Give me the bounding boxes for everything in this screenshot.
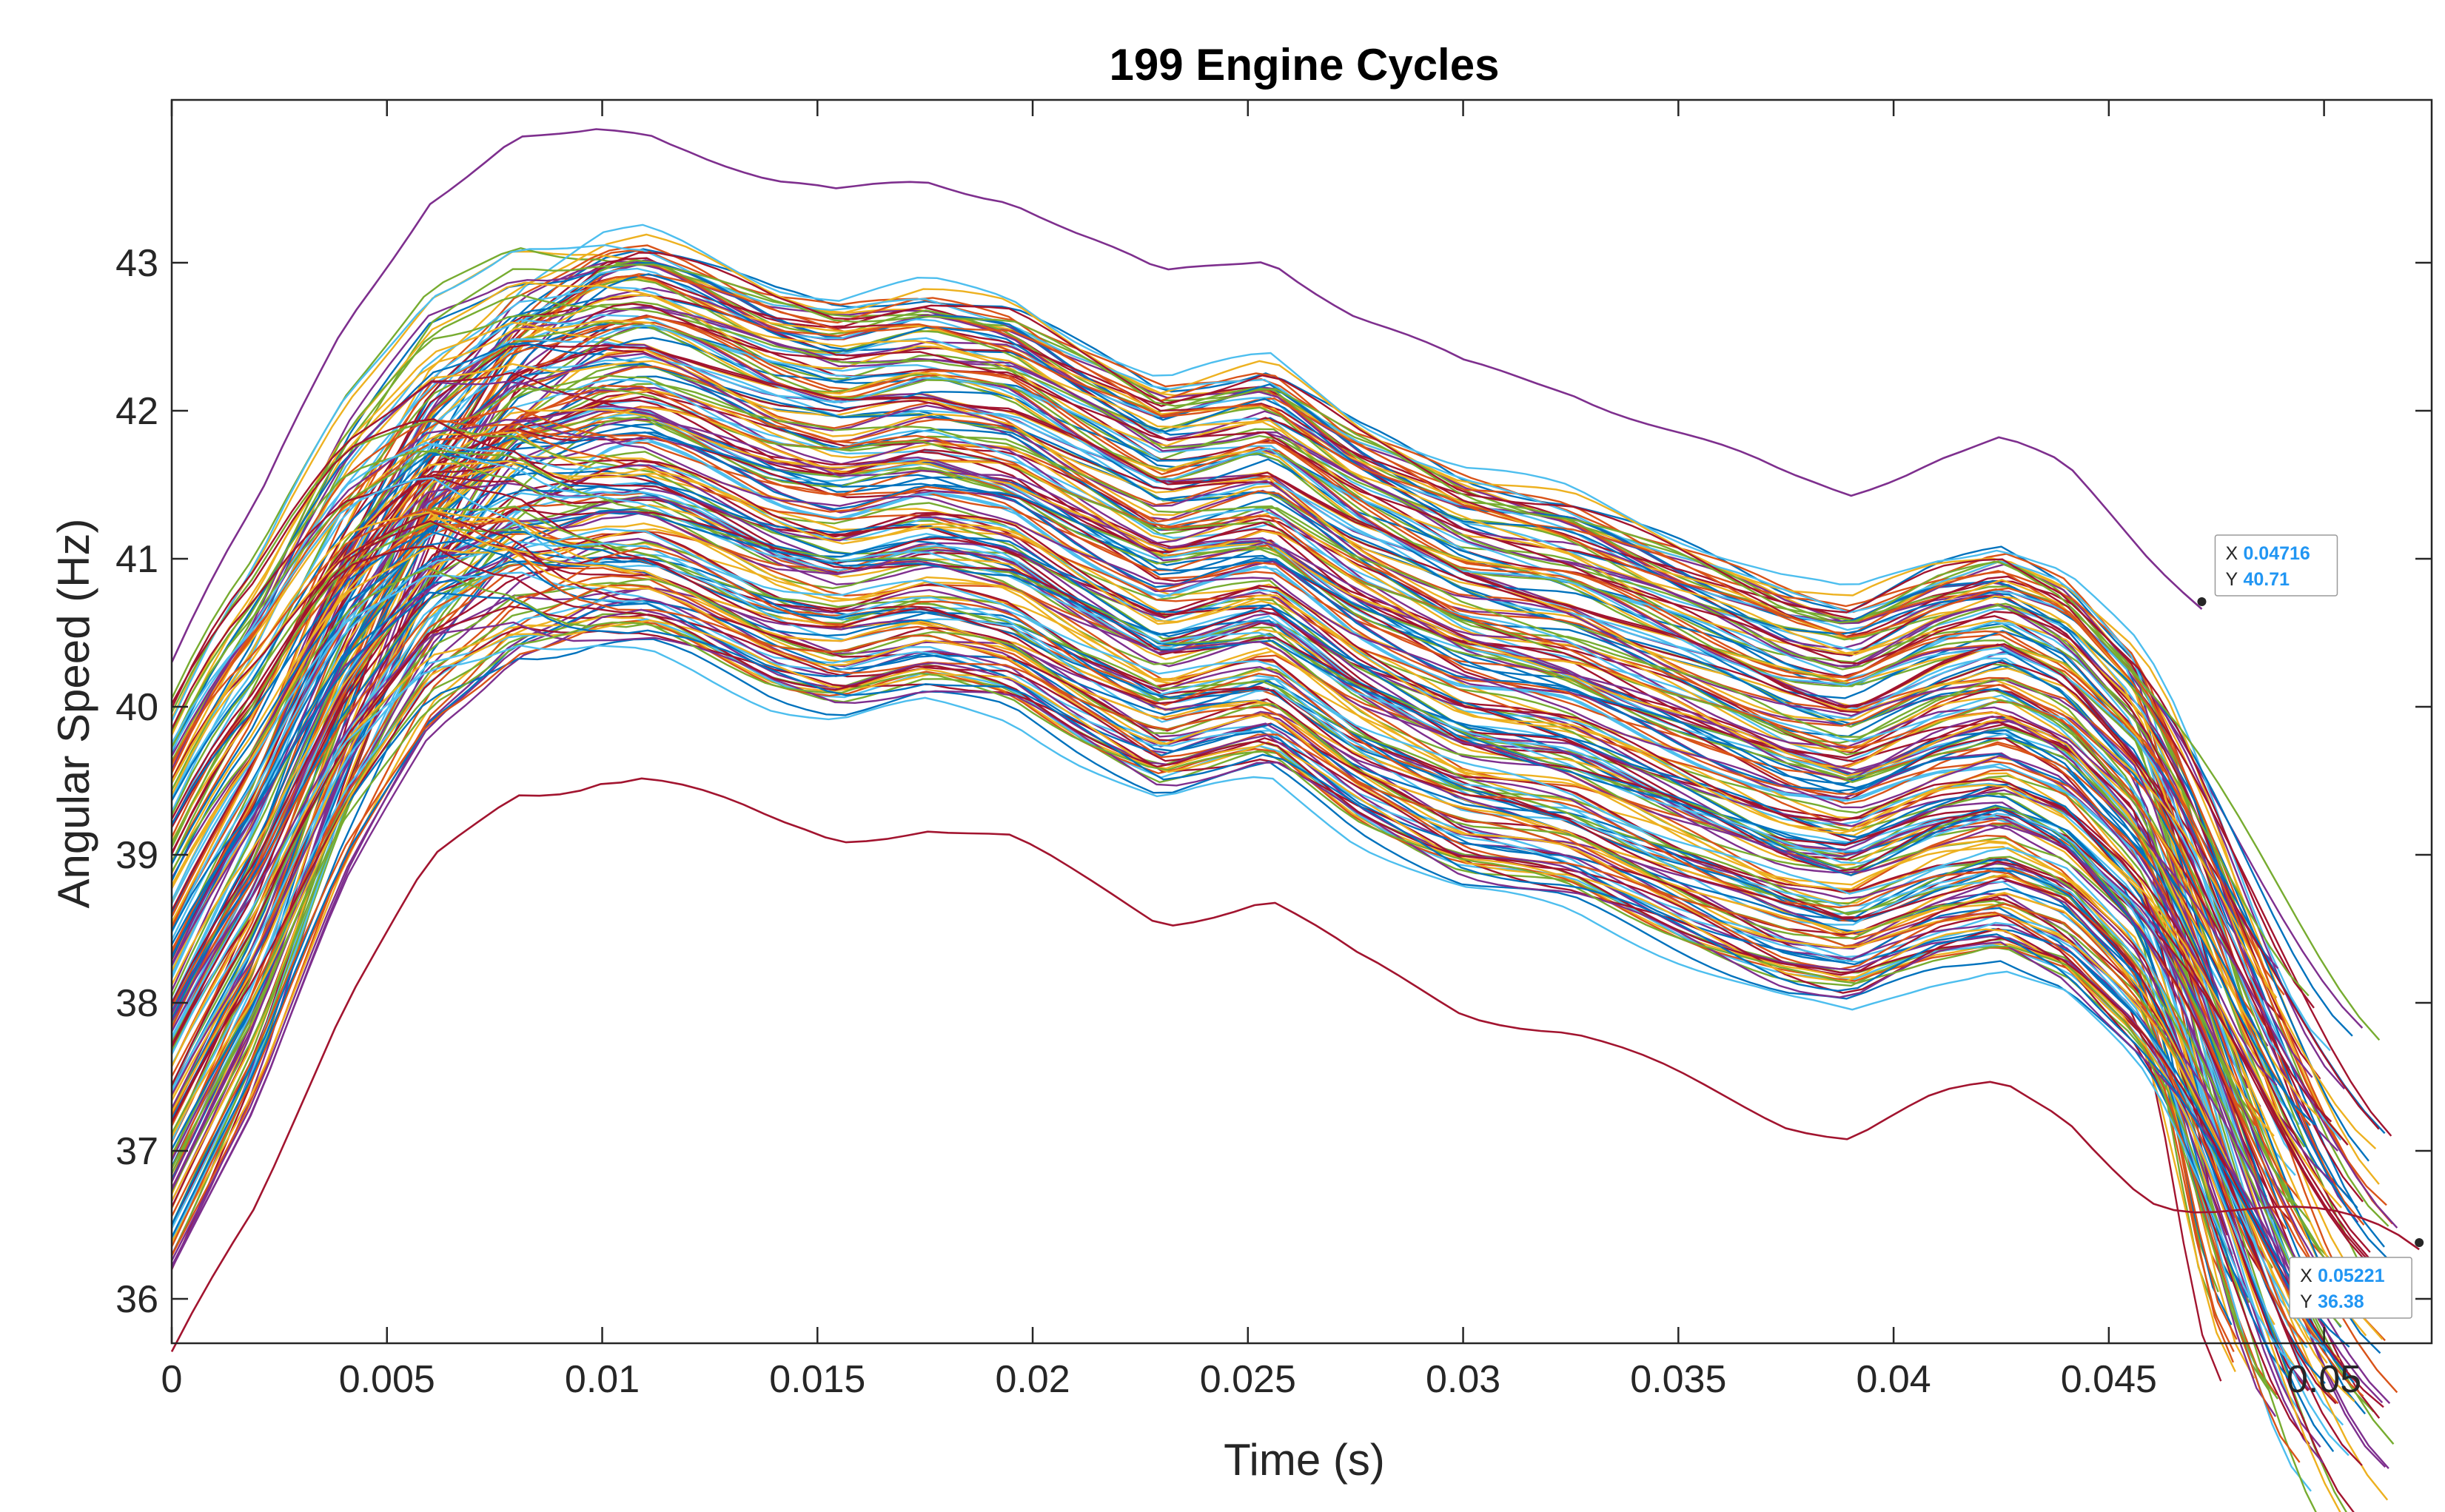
y-axis-label: Angular Speed (Hz) <box>49 519 98 909</box>
series-line <box>170 528 2344 1426</box>
y-tick-label: 37 <box>115 1130 158 1173</box>
series-line-top-cycle <box>170 128 2203 663</box>
datatip-x-key: X <box>2225 543 2238 564</box>
y-tick-label: 40 <box>115 686 158 729</box>
series-line <box>170 431 2342 1328</box>
series-line <box>170 546 2250 1298</box>
datatip-marker[interactable] <box>2197 597 2207 606</box>
datatip-y-key: Y <box>2225 569 2238 590</box>
series-line <box>170 294 2369 1162</box>
y-tick-label: 39 <box>115 834 158 877</box>
series-line <box>170 319 2273 1081</box>
series-line <box>170 263 2381 1041</box>
series-line <box>170 485 2219 1241</box>
series-line <box>170 574 2278 1396</box>
series-line <box>170 378 2276 1189</box>
series-line-bottom-cycle <box>170 777 2420 1353</box>
datatip-box <box>2214 534 2338 597</box>
x-tick-label: 0.035 <box>1630 1358 1726 1401</box>
series-line <box>170 315 2365 1226</box>
series-line <box>170 418 2375 1413</box>
datatip-marker[interactable] <box>2415 1238 2424 1247</box>
y-tick-label: 43 <box>115 242 158 285</box>
y-tick-label: 41 <box>115 538 158 581</box>
datatip[interactable]: X 0.05221 Y 36.38 <box>2289 1238 2424 1319</box>
series-line <box>170 619 2341 1512</box>
series-line <box>170 399 2228 1236</box>
series-line <box>170 303 2283 1270</box>
series-line <box>170 477 2228 1258</box>
datatip-x-value: 0.04716 <box>2243 543 2310 564</box>
series-line <box>170 386 2290 1203</box>
series-line <box>170 470 2255 1246</box>
x-tick-label: 0.05 <box>2287 1358 2361 1401</box>
series-line <box>170 482 2338 1289</box>
x-tick-label: 0.005 <box>339 1358 435 1401</box>
x-tick-label: 0.045 <box>2061 1358 2157 1401</box>
series-line <box>170 587 2391 1405</box>
series-line <box>170 492 2308 1348</box>
datatip-x-key: X <box>2300 1266 2312 1286</box>
series-line <box>170 540 2261 1230</box>
series-line <box>170 530 2335 1453</box>
x-axis-label: Time (s) <box>1224 1435 1385 1485</box>
x-tick-label: 0.03 <box>1426 1358 1500 1401</box>
series-line <box>170 442 2328 1318</box>
series-line <box>170 418 2390 1283</box>
y-tick-label: 42 <box>115 390 158 433</box>
axis-ticks: 0 0.005 0.01 0.015 0.02 0.025 0.03 0.035 0.04 0.0… <box>115 100 2432 1401</box>
datatip-y-key: Y <box>2300 1291 2312 1312</box>
series-line <box>170 584 2364 1397</box>
series-line <box>170 374 2259 1215</box>
series-line <box>170 608 2324 1464</box>
series-line <box>170 619 2301 1463</box>
series-line <box>170 355 2342 1141</box>
series-line <box>170 505 2395 1445</box>
x-tick-label: 0.02 <box>995 1358 1070 1401</box>
series-line <box>170 321 2387 1206</box>
series-line <box>170 418 2334 1183</box>
y-tick-label: 38 <box>115 982 158 1025</box>
series-line <box>170 294 2310 997</box>
chart-title: 199 Engine Cycles <box>1110 40 1500 90</box>
series-line <box>170 352 2249 1089</box>
x-tick-label: 0.01 <box>565 1358 640 1401</box>
series-line <box>170 408 2367 1337</box>
series-line <box>170 337 2289 1192</box>
series-line <box>170 621 2384 1404</box>
series-line <box>170 372 2371 1253</box>
datatip-box <box>2289 1257 2412 1319</box>
axes-box <box>170 98 2433 1345</box>
series-lines <box>170 128 2420 1512</box>
datatip-y-value: 36.38 <box>2318 1291 2364 1312</box>
series-line <box>170 286 2359 1223</box>
x-tick-label: 0 <box>161 1358 183 1401</box>
series-line <box>170 451 2367 1415</box>
x-tick-label: 0.015 <box>769 1358 865 1401</box>
series-line <box>170 348 2332 1123</box>
datatip-y-value: 40.71 <box>2243 569 2290 590</box>
series-line <box>170 644 2298 1370</box>
series-line <box>170 591 2355 1383</box>
series-line <box>170 427 2257 1126</box>
datatip-x-value: 0.05221 <box>2318 1266 2384 1286</box>
y-tick-label: 36 <box>115 1278 158 1321</box>
series-line <box>170 474 2309 1391</box>
series-line <box>170 286 2301 1126</box>
series-line <box>170 511 2355 1402</box>
series-line <box>170 545 2384 1408</box>
series-line <box>170 314 2261 1227</box>
series-line <box>170 281 2219 1005</box>
series-line <box>170 420 2302 1203</box>
x-tick-label: 0.025 <box>1200 1358 1296 1401</box>
series-line <box>170 450 2250 1303</box>
series-line <box>170 602 2350 1348</box>
series-line <box>170 621 2279 1400</box>
series-line <box>170 618 2350 1456</box>
x-tick-label: 0.04 <box>1856 1358 1931 1401</box>
series-line <box>170 520 2363 1466</box>
